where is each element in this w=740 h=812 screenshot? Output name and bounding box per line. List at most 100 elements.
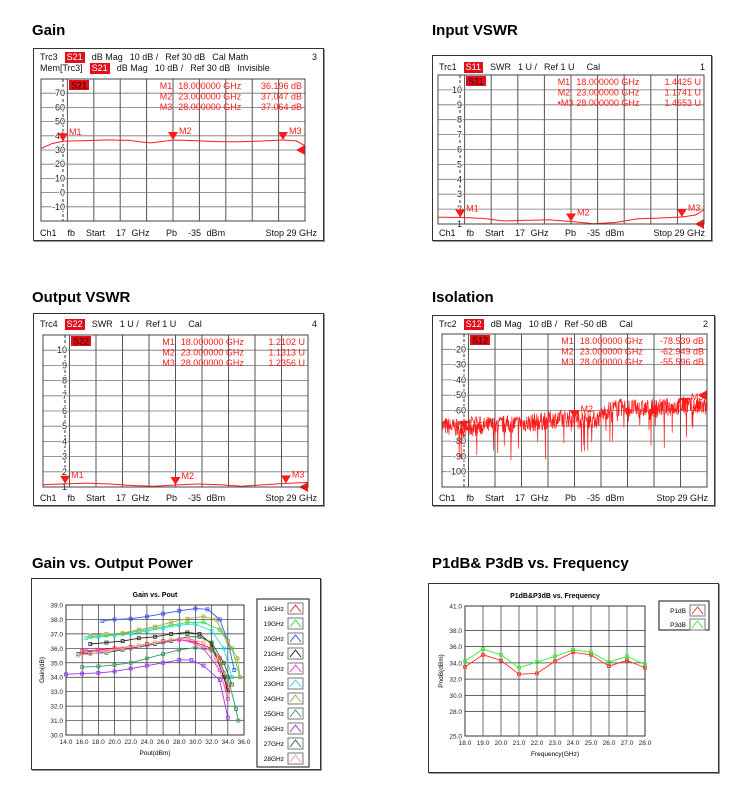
marker-name: M1 [558,77,571,87]
channel-footer: Ch1 fb Start 17 GHz Pb -35 dBm Stop 29 GH… [439,228,705,238]
y-tick-label: 35.0 [50,660,63,667]
data-point [499,658,503,663]
series-line [65,659,229,718]
p1db-p3db-chart: P1dB&P3dB vs. Frequency 18.0 19.0 20.0 21.0 2… [428,583,719,773]
data-point [535,671,539,676]
s-parameter-badge: S12 [463,319,484,330]
marker-frequency: 18.000000 GHz [181,337,245,347]
y-tick-label: -60 [453,406,466,416]
y-tick-label: 32.0 [50,704,63,711]
x-tick-label: 26.0 [157,739,170,746]
y-axis-label: Gain(dB) [39,657,46,683]
y-tick-label: 5 [62,421,67,431]
input-vswr-title: Input VSWR [432,22,518,39]
data-point [463,665,467,669]
marker-name: M1 [160,81,173,91]
channel-footer: Ch1 fb Start 17 GHz Pb -35 dBm Stop 29 GH… [40,493,317,503]
marker-label: M3 [691,392,704,402]
y-tick-label: 8 [62,376,67,386]
data-point [225,692,230,697]
header-row: Trc3 S21 dB Mag 10 dB / Ref 30 dB Cal Math 3 [40,52,317,63]
data-point [185,620,190,625]
data-point [145,629,149,633]
data-point [463,659,467,664]
plot-border [65,604,245,736]
data-point [64,672,68,677]
measurement-trace [438,209,705,225]
marker-name: M3 [162,358,175,368]
data-point [128,616,133,621]
data-point [232,668,237,672]
data-point [221,660,226,665]
series-line [90,631,229,692]
measurement-trace [441,395,708,461]
y-tick-label: 3 [457,189,462,199]
data-point [229,675,234,680]
data-point [145,663,149,668]
header-field: Cal Math [212,52,249,62]
legend-swatch [287,722,304,735]
header-field: Ref 30 dB [190,63,231,73]
legend-line-icon [289,754,302,763]
y-tick-label: 31.0 [50,718,63,725]
data-point [607,660,611,664]
series-line [464,651,646,675]
y-tick-label: 33.0 [50,689,63,696]
data-point [625,654,629,659]
legend-label: 28GHz [264,756,284,763]
header-field: dB Mag [116,63,148,73]
legend-swatch [287,602,304,615]
series-line [90,621,241,678]
trace-header: Trc2 S12 dB Mag 10 dB / Ref -50 dB Cal 2 [439,319,708,330]
legend-label: 20GHz [264,636,284,643]
x-tick-label: 19.0 [477,740,490,747]
trace-header: Trc3 S21 dB Mag 10 dB / Ref 30 dB Cal Math 3 Me… [40,52,317,74]
data-point [643,662,647,667]
data-point [201,614,206,619]
data-point [104,640,109,645]
data-point [104,631,109,636]
data-point [193,606,198,611]
legend-swatch [287,647,304,660]
marker-frequency: 23.000000 GHz [178,92,242,102]
y-tick-label: 30.0 [449,693,462,700]
data-point [209,647,214,652]
data-point [481,652,485,657]
y-tick-label: 34.0 [449,660,462,667]
header-row: Trc4 S22 SWR 1 U / Ref 1 U Cal 4 [40,319,317,330]
marker-value: -55.596 dB [660,357,704,367]
data-point [84,649,89,654]
header-field: 1 U / [119,319,139,329]
data-point [136,636,141,641]
marker-value: -78.539 dB [660,336,704,346]
legend-swatch [287,737,304,750]
marker-label: M3 [289,126,302,136]
data-point [225,715,230,720]
marker-triangle-icon [278,131,288,140]
data-point [128,631,133,636]
y-tick-label: 10 [452,85,462,95]
marker-triangle-icon [459,420,470,429]
data-point [80,649,85,654]
data-point [571,650,575,655]
gain-vs-pout-chart: Gain vs. Pout 14.0 16.0 18.0 20.0 22.0 24.0 26.… [31,578,321,770]
stop-frequency: Stop 29 GHz [656,493,708,503]
trace-header: Trc4 S22 SWR 1 U / Ref 1 U Cal 4 [40,319,317,330]
data-point [553,654,557,659]
legend-line-icon [289,664,302,673]
marker-frequency: 23.000000 GHz [181,348,245,358]
trace-badge-label: S11 [468,77,483,87]
y-tick-label: 41.0 [449,604,462,611]
data-point [80,671,85,676]
data-point [213,617,218,622]
chart-svg: Gain vs. Pout 14.0 16.0 18.0 20.0 22.0 24.0 26.… [39,592,310,768]
marker-name: M3 [160,102,173,112]
chart-svg: P1dB&P3dB vs. Frequency 18.0 19.0 20.0 21.0 2… [438,593,710,758]
header-field: Trc4 [40,319,58,329]
data-point [88,633,93,638]
data-point [571,647,575,652]
header-field: Cal [183,319,202,329]
x-tick-label: 36.0 [238,739,251,746]
data-point [96,664,101,669]
